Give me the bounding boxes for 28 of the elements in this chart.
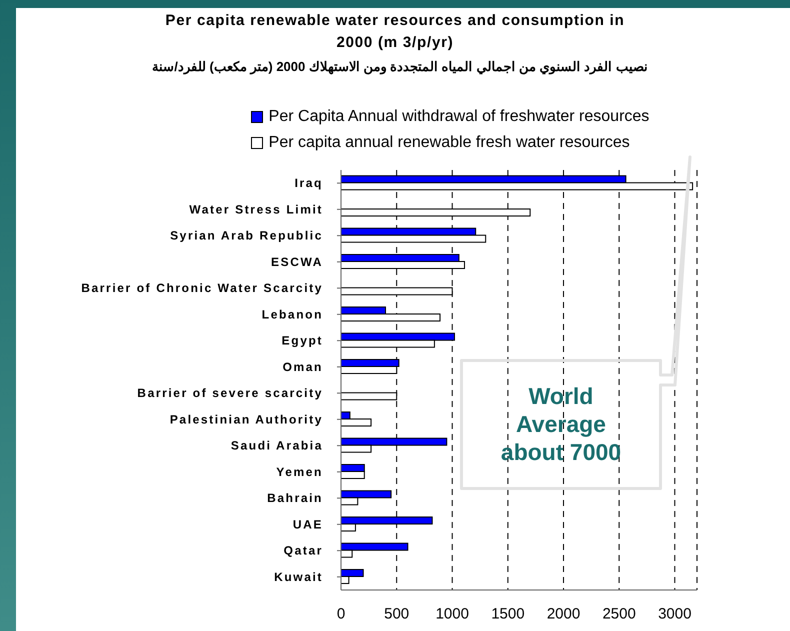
y-tick-label: Iraq: [294, 176, 323, 190]
y-tick-label: ESCWA: [270, 254, 323, 269]
x-tick-label: 3000: [658, 606, 692, 623]
x-tick-label: 2500: [602, 606, 636, 623]
x-tick-label: 1000: [436, 606, 469, 623]
y-tick-label: Bahrain: [267, 491, 323, 506]
chart-subtitle: نصيب الفرد السنوي من اجمالي المياه المتجددة ومن الاستهلاك 2000 (متر مكعب) للفرد/سنة: [151, 58, 649, 76]
x-tick-label: 0: [336, 606, 346, 623]
y-tick-label: Saudi Arabia: [230, 438, 323, 453]
y-tick-label: Barrier of Chronic Water Scarcity: [81, 281, 323, 296]
annotation: World Average about 7000: [500, 382, 622, 466]
y-tick-label: Qatar: [284, 544, 323, 558]
y-tick-label: Lebanon: [262, 307, 323, 322]
chart-title: Per capita renewable water resources and consumption in 2000 (m 3/p/yr): [164, 11, 626, 53]
x-tick-label: 2000: [546, 606, 580, 623]
y-tick-label: Syrian Arab Republic: [170, 228, 323, 243]
y-tick-label: Barrier of severe scarcity: [137, 386, 323, 400]
y-tick-label: Palestinian Authority: [170, 412, 323, 426]
y-tick-label: Kuwait: [274, 570, 323, 584]
legend-label: Per capita annual renewable fresh water resources: [268, 134, 630, 152]
y-tick-label: Oman: [282, 360, 323, 374]
y-tick-label: UAE: [292, 517, 323, 532]
x-tick-label: 1500: [491, 606, 525, 623]
y-tick-label: Yemen: [276, 464, 323, 479]
x-tick-label: 500: [384, 606, 410, 623]
legend-label: Per Capita Annual withdrawal of freshwater resources: [268, 108, 650, 126]
y-tick-label: Water Stress Limit: [189, 202, 323, 216]
y-tick-label: Egypt: [282, 334, 323, 348]
